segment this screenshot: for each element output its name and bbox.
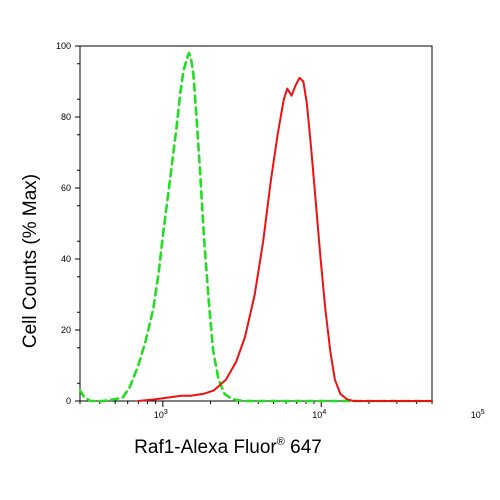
y-tick-label: 100: [56, 41, 71, 51]
y-tick-label: 0: [66, 396, 71, 406]
x-tick-label: 103: [154, 409, 168, 420]
plot-frame: [79, 45, 433, 402]
x-tick-label: 104: [312, 409, 326, 420]
x-axis-title-prefix: Raf1-Alexa Fluor: [134, 437, 277, 458]
y-tick-label: 80: [61, 112, 71, 122]
y-tick-label: 40: [61, 254, 71, 264]
x-axis-title-superscript: ®: [277, 436, 285, 448]
x-tick-label: 105: [471, 409, 485, 420]
y-tick-label: 20: [61, 325, 71, 335]
x-axis-title: Raf1-Alexa Fluor® 647: [134, 436, 322, 458]
series-line-solid: [137, 76, 433, 402]
y-axis-title: Cell Counts (% Max): [20, 174, 41, 348]
x-axis-title-suffix: 647: [285, 437, 322, 458]
y-tick-label: 60: [61, 183, 71, 193]
series-line-dashed: [78, 51, 434, 403]
